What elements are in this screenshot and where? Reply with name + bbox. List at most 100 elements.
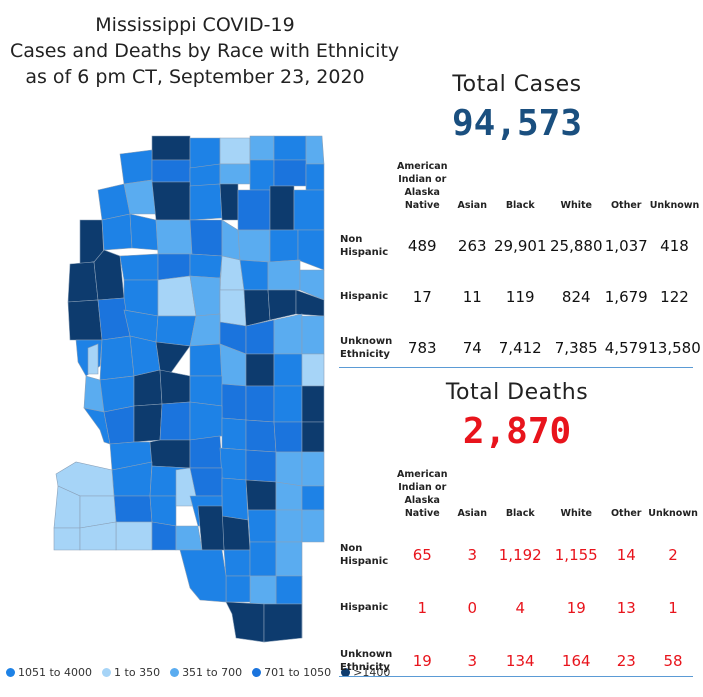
header-corner (336, 160, 392, 220)
total-deaths-header: Total Deaths 2,870 (338, 380, 696, 452)
county (273, 385, 303, 423)
row-label: Hispanic (340, 291, 389, 302)
table-row: Hispanic 17 11 119 824 1,679 122 (336, 271, 701, 322)
table-cell: 13 (616, 598, 636, 617)
cases-table: American Indian or Alaska Native Asian B… (336, 160, 701, 373)
county (189, 137, 221, 169)
table-cell: 2 (668, 545, 678, 564)
table-cell: 65 (412, 545, 432, 564)
county (267, 259, 301, 291)
table-cell: 7,412 (498, 338, 542, 357)
county (245, 419, 277, 453)
section-divider (339, 367, 693, 368)
legend-item: 351 to 700 (170, 666, 242, 679)
mississippi-county-map (53, 135, 325, 643)
row-label: Non Hispanic (340, 542, 389, 567)
county (157, 275, 197, 317)
county (189, 375, 223, 407)
county (79, 521, 117, 551)
legend-item: 701 to 1050 (252, 666, 331, 679)
column-header: Asian (457, 200, 487, 211)
county (129, 335, 161, 377)
county (247, 509, 277, 543)
county (83, 407, 111, 445)
county (301, 315, 325, 355)
table-cell: 1,155 (554, 545, 598, 564)
legend-dot-icon (341, 668, 351, 677)
county (93, 249, 125, 301)
table-cell: 3 (467, 651, 478, 670)
county (275, 541, 303, 577)
table-cell: 19 (566, 598, 586, 617)
table-cell: 418 (660, 236, 689, 255)
county (159, 369, 191, 405)
county (293, 189, 325, 231)
county (175, 525, 203, 551)
county (305, 163, 325, 191)
county (149, 439, 191, 469)
county (155, 315, 197, 347)
county (67, 299, 103, 341)
county (87, 343, 99, 375)
legend-item: 1 to 350 (102, 666, 160, 679)
table-cell: 13,580 (648, 338, 701, 357)
table-row: Hispanic 1 0 4 19 13 1 (336, 581, 698, 634)
county (151, 159, 191, 183)
county (245, 385, 275, 423)
title-line-3: as of 6 pm CT, September 23, 2020 (25, 66, 365, 88)
table-cell: 3 (467, 545, 478, 564)
county (243, 289, 271, 327)
county (273, 313, 303, 355)
county (133, 403, 163, 443)
county (115, 521, 153, 551)
legend-dot-icon (6, 668, 15, 677)
total-cases-header: Total Cases 94,573 (338, 72, 696, 144)
table-cell: 783 (407, 338, 437, 357)
map-legend: 1051 to 4000 1 to 350 351 to 700 701 to … (6, 666, 390, 679)
table-cell: 824 (561, 287, 591, 306)
table-cell: 23 (616, 651, 636, 670)
column-header: Asian (457, 508, 487, 519)
table-cell: 0 (467, 598, 478, 617)
table-cell: 1,679 (604, 287, 648, 306)
table-cell: 7,385 (554, 338, 598, 357)
county (245, 319, 275, 355)
county (301, 421, 325, 453)
county (301, 485, 325, 511)
table-cell: 74 (462, 338, 482, 357)
total-deaths-value: 2,870 (462, 411, 572, 452)
county (275, 481, 303, 511)
table-cell: 134 (505, 651, 535, 670)
county (221, 219, 241, 261)
title-line-1: Mississippi COVID-19 (95, 14, 295, 36)
county (155, 219, 193, 255)
total-cases-title: Total Cases (452, 72, 582, 97)
county (101, 213, 133, 251)
county (245, 449, 277, 483)
column-header: Black (505, 200, 535, 211)
county (275, 575, 303, 605)
county (225, 601, 265, 643)
deaths-header-row: American Indian or Alaska Native Asian B… (336, 468, 698, 528)
county (151, 135, 191, 161)
county (263, 603, 303, 643)
county (53, 527, 81, 551)
county (249, 135, 275, 161)
table-row: Unknown Ethnicity 19 3 134 164 23 58 (336, 634, 698, 687)
county (223, 549, 251, 577)
table-cell: 164 (561, 651, 591, 670)
county (273, 135, 307, 161)
total-cases-value: 94,573 (451, 103, 583, 144)
legend-label: 1 to 350 (114, 666, 161, 679)
row-label: Unknown Ethnicity (340, 648, 393, 673)
legend-label: 1051 to 4000 (18, 666, 93, 679)
county (245, 353, 275, 387)
table-cell: 4 (515, 598, 526, 617)
title-line-2: Cases and Deaths by Race with Ethnicity (10, 40, 400, 62)
county (273, 159, 307, 187)
legend-dot-icon (170, 668, 180, 677)
table-cell: 1,192 (498, 545, 542, 564)
county (99, 335, 135, 381)
county (67, 261, 99, 303)
table-cell: 263 (457, 236, 487, 255)
